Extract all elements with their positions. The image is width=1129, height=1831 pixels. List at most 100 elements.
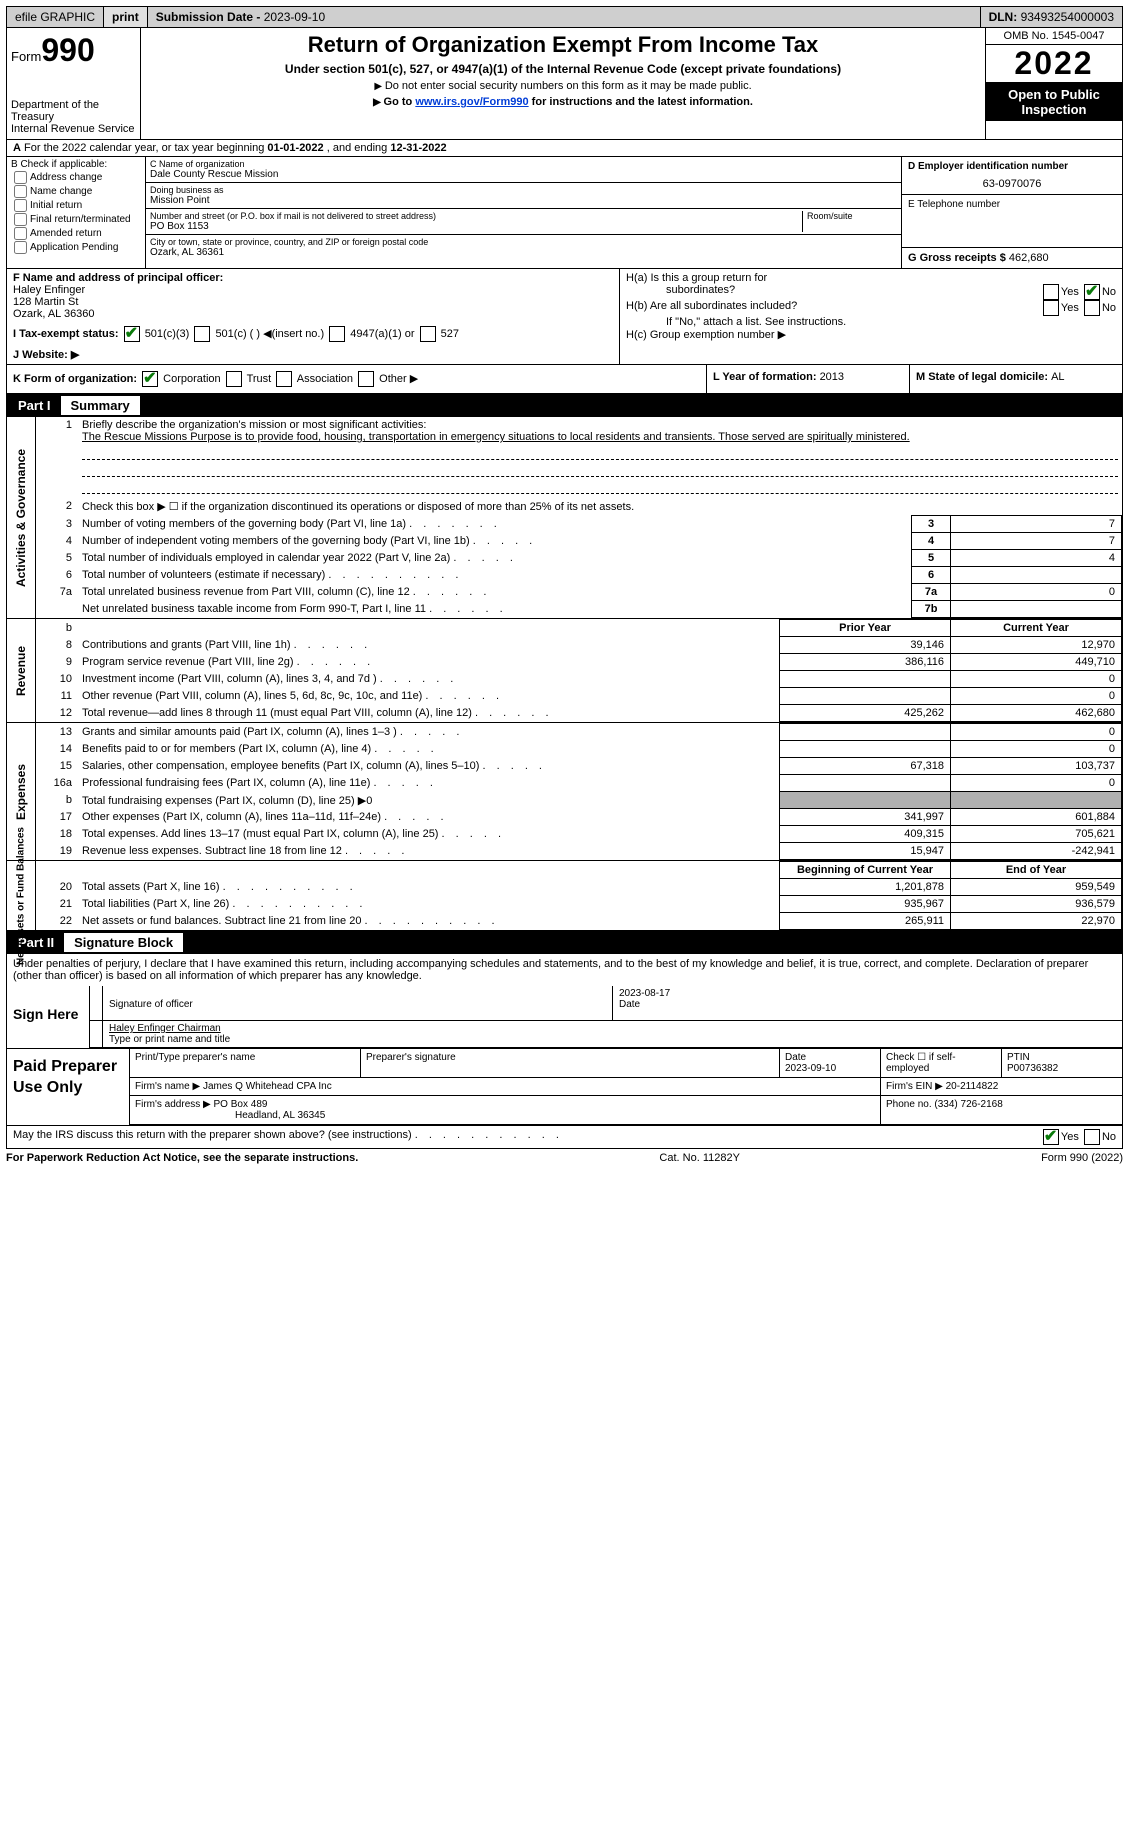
form-title: Return of Organization Exempt From Incom…	[151, 32, 975, 58]
tax-year: 2022	[986, 45, 1122, 83]
ein-label: D Employer identification number	[908, 161, 1116, 172]
prior-year-header: Prior Year	[780, 620, 951, 637]
chk-hb-no[interactable]	[1084, 300, 1100, 316]
room-label: Room/suite	[802, 211, 897, 232]
mission-text: The Rescue Missions Purpose is to provid…	[82, 431, 910, 443]
efile-label: efile GRAPHIC	[7, 7, 104, 27]
ein: 63-0970076	[908, 178, 1116, 190]
prep-header: Paid Preparer Use Only	[7, 1049, 130, 1125]
line7b-val	[951, 601, 1122, 618]
state-domicile-label: M State of legal domicile:	[916, 371, 1051, 383]
chk-trust[interactable]	[226, 371, 242, 387]
chk-ha-no[interactable]	[1084, 284, 1100, 300]
form-note-ssn: Do not enter social security numbers on …	[151, 80, 975, 92]
officer-addr1: 128 Martin St	[13, 296, 613, 308]
state-domicile: AL	[1051, 371, 1064, 383]
year-formation-label: L Year of formation:	[713, 371, 820, 383]
col-b-checkboxes: B Check if applicable: Address change Na…	[7, 157, 146, 268]
chk-assoc[interactable]	[276, 371, 292, 387]
line6-val	[951, 567, 1122, 584]
irs-label: Internal Revenue Service	[11, 123, 136, 135]
chk-initial-return[interactable]	[14, 199, 27, 212]
org-name: Dale County Rescue Mission	[150, 169, 897, 180]
row-klm: K Form of organization: Corporation Trus…	[6, 365, 1123, 394]
chk-hb-yes[interactable]	[1043, 300, 1059, 316]
tax-status-label: I Tax-exempt status:	[13, 328, 119, 340]
line4-val: 7	[951, 533, 1122, 550]
chk-ha-yes[interactable]	[1043, 284, 1059, 300]
line2: Check this box ▶ ☐ if the organization d…	[78, 498, 1122, 516]
activities-governance: Activities & Governance 1Briefly describ…	[6, 417, 1123, 619]
prep-name-label: Print/Type preparer's name	[130, 1049, 361, 1078]
sig-name: Haley Enfinger Chairman	[109, 1023, 221, 1034]
line6-label: Total number of volunteers (estimate if …	[82, 569, 325, 581]
chk-4947[interactable]	[329, 326, 345, 342]
org-name-label: C Name of organization	[150, 159, 897, 169]
chk-name-change[interactable]	[14, 185, 27, 198]
print-button[interactable]: print	[104, 7, 148, 27]
chk-corp[interactable]	[142, 371, 158, 387]
chk-address-change[interactable]	[14, 171, 27, 184]
chk-other[interactable]	[358, 371, 374, 387]
part-ii-header: Part IISignature Block	[6, 931, 1123, 954]
form-number: Form990	[11, 32, 136, 69]
chk-amended[interactable]	[14, 227, 27, 240]
mission-label: Briefly describe the organization's miss…	[82, 419, 426, 431]
officer-name: Haley Enfinger	[13, 284, 613, 296]
eoy-header: End of Year	[951, 862, 1122, 879]
vtab-revenue: Revenue	[14, 645, 28, 695]
firm-ein: 20-2114822	[946, 1081, 999, 1092]
paid-preparer: Paid Preparer Use Only Print/Type prepar…	[6, 1049, 1123, 1126]
city-label: City or town, state or province, country…	[150, 237, 897, 247]
ha-label: H(a) Is this a group return for	[626, 272, 767, 284]
cat-no: Cat. No. 11282Y	[659, 1152, 740, 1164]
col-b-header: B Check if applicable:	[11, 159, 141, 170]
dln: DLN: 93493254000003	[981, 7, 1122, 27]
irs-link[interactable]: www.irs.gov/Form990	[415, 96, 528, 108]
hc-label: H(c) Group exemption number ▶	[626, 328, 1116, 341]
chk-may-yes[interactable]	[1043, 1129, 1059, 1145]
line7a-val: 0	[951, 584, 1122, 601]
omb-number: OMB No. 1545-0047	[986, 28, 1122, 45]
chk-may-no[interactable]	[1084, 1129, 1100, 1145]
year-formation: 2013	[820, 371, 844, 383]
form-header: Form990 Department of the Treasury Inter…	[6, 28, 1123, 140]
sig-date: 2023-08-17	[619, 988, 670, 999]
form-org-label: K Form of organization:	[13, 373, 137, 385]
chk-501c[interactable]	[194, 326, 210, 342]
hb-note: If "No," attach a list. See instructions…	[626, 316, 1116, 328]
dba-label: Doing business as	[150, 185, 897, 195]
submission-date: Submission Date - 2023-09-10	[148, 7, 981, 27]
chk-final-return[interactable]	[14, 213, 27, 226]
net-assets-section: Net Assets or Fund Balances Beginning of…	[6, 861, 1123, 931]
current-year-header: Current Year	[951, 620, 1122, 637]
hb-label: H(b) Are all subordinates included?	[626, 300, 797, 316]
sig-officer-label: Signature of officer	[109, 999, 193, 1010]
row-fgh: F Name and address of principal officer:…	[6, 269, 1123, 365]
may-irs-discuss: May the IRS discuss this return with the…	[6, 1126, 1123, 1149]
sig-declaration: Under penalties of perjury, I declare th…	[7, 954, 1122, 986]
line5-val: 4	[951, 550, 1122, 567]
bcy-header: Beginning of Current Year	[780, 862, 951, 879]
chk-pending[interactable]	[14, 241, 27, 254]
row-a-tax-year: A For the 2022 calendar year, or tax yea…	[6, 140, 1123, 157]
form-ref: Form 990 (2022)	[1041, 1152, 1123, 1164]
gross-receipts: 462,680	[1009, 252, 1049, 264]
line5-label: Total number of individuals employed in …	[82, 552, 450, 564]
revenue-section: Revenue bPrior YearCurrent Year 8Contrib…	[6, 619, 1123, 723]
line3-val: 7	[951, 516, 1122, 533]
website-label: J Website: ▶	[13, 349, 79, 361]
line4-label: Number of independent voting members of …	[82, 535, 470, 547]
vtab-ag: Activities & Governance	[14, 448, 28, 586]
form-goto: Go to www.irs.gov/Form990 for instructio…	[151, 96, 975, 108]
chk-527[interactable]	[420, 326, 436, 342]
firm-name: James Q Whitehead CPA Inc	[203, 1081, 332, 1092]
section-bcd: B Check if applicable: Address change Na…	[6, 157, 1123, 269]
open-to-public: Open to Public Inspection	[986, 83, 1122, 121]
prep-sig-label: Preparer's signature	[361, 1049, 780, 1078]
paperwork-notice: For Paperwork Reduction Act Notice, see …	[6, 1152, 358, 1164]
form-subtitle: Under section 501(c), 527, or 4947(a)(1)…	[151, 62, 975, 76]
line7b-label: Net unrelated business taxable income fr…	[82, 603, 426, 615]
expenses-section: Expenses 13Grants and similar amounts pa…	[6, 723, 1123, 861]
chk-501c3[interactable]	[124, 326, 140, 342]
